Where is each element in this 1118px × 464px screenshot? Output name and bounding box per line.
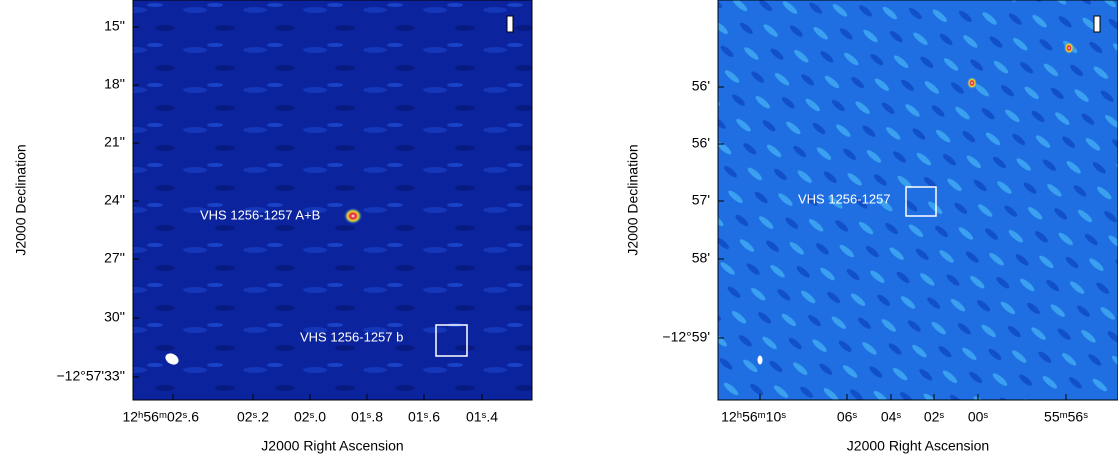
annotation: VHS 1256-1257 A+B [200, 207, 320, 222]
x-tick-label: 01ˢ.8 [351, 409, 383, 425]
y-tick-label: −12°57'33'' [56, 368, 125, 384]
y-tick-label: 30'' [104, 309, 125, 325]
box [435, 324, 468, 357]
y-tick-label: 24'' [104, 192, 125, 208]
y-tick-label: 18'' [104, 76, 125, 92]
x-tick-label: 04ˢ [881, 409, 902, 425]
beam [757, 355, 763, 365]
annotation: VHS 1256-1257 [798, 191, 891, 206]
source [344, 208, 362, 224]
y-axis-label: J2000 Declination [13, 144, 29, 255]
x-tick-label: 02ˢ.2 [237, 409, 269, 425]
y-tick-label: 15'' [104, 18, 125, 34]
x-tick-label: 02ˢ [924, 409, 945, 425]
x-tick-label: 02ˢ.0 [294, 409, 326, 425]
y-axis-label: J2000 Declination [625, 144, 641, 255]
x-axis-label: J2000 Right Ascension [261, 438, 403, 454]
map-right [717, 0, 1118, 401]
source [967, 77, 977, 89]
x-tick-label: 00ˢ [968, 409, 989, 425]
scale-icon [506, 15, 514, 33]
y-tick-label: −12°59' [662, 329, 710, 345]
x-tick-label: 06ˢ [837, 409, 858, 425]
y-tick-label: 57' [692, 192, 710, 208]
y-tick-label: 56' [692, 78, 710, 94]
y-tick-label: 56' [692, 135, 710, 151]
box [905, 186, 937, 217]
scale-icon [1093, 15, 1101, 33]
x-tick-label: 12ʰ56ᵐ10ˢ [721, 409, 786, 425]
x-tick-label: 55ᵐ56ˢ [1044, 409, 1088, 425]
annotation: VHS 1256-1257 b [300, 329, 403, 344]
y-tick-label: 27'' [104, 250, 125, 266]
x-tick-label: 01ˢ.6 [408, 409, 440, 425]
x-tick-label: 01ˢ.4 [466, 409, 498, 425]
x-axis-label: J2000 Right Ascension [847, 438, 989, 454]
source [1064, 42, 1074, 54]
map-left [132, 0, 533, 401]
y-tick-label: 58' [692, 250, 710, 266]
beam [165, 353, 179, 365]
x-tick-label: 12ʰ56ᵐ02ˢ.6 [122, 409, 199, 425]
y-tick-label: 21'' [104, 134, 125, 150]
